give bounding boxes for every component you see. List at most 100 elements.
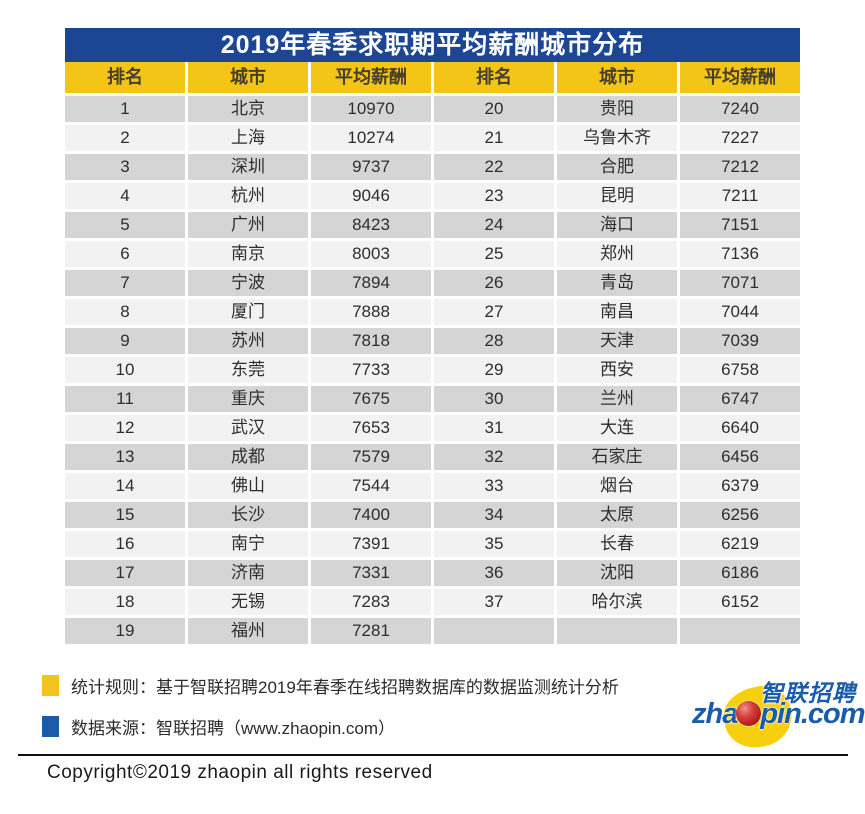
yellow-square-icon bbox=[42, 675, 59, 696]
salary-cell: 6186 bbox=[680, 560, 800, 586]
salary-cell: 7675 bbox=[311, 386, 431, 412]
note-data-source: 数据来源：智联招聘（www.zhaopin.com） bbox=[42, 714, 395, 739]
salary-cell: 10274 bbox=[311, 125, 431, 151]
rank-cell: 7 bbox=[65, 270, 185, 296]
table-body: 1 北京 10970 20 贵阳 7240 2 上海 10274 21 乌鲁木齐 7227 3 深圳 973… bbox=[65, 96, 800, 644]
rank-cell: 16 bbox=[65, 531, 185, 557]
city-cell: 烟台 bbox=[557, 473, 677, 499]
note-statistics-rule: 统计规则：基于智联招聘2019年春季在线招聘数据库的数据监测统计分析 bbox=[42, 673, 619, 698]
table-row: 9 苏州 7818 28 天津 7039 bbox=[65, 328, 800, 354]
salary-cell: 7579 bbox=[311, 444, 431, 470]
table-row: 14 佛山 7544 33 烟台 6379 bbox=[65, 473, 800, 499]
salary-cell: 7733 bbox=[311, 357, 431, 383]
rank-cell: 32 bbox=[434, 444, 554, 470]
table-row: 12 武汉 7653 31 大连 6640 bbox=[65, 415, 800, 441]
salary-cell: 6256 bbox=[680, 502, 800, 528]
city-cell: 深圳 bbox=[188, 154, 308, 180]
city-cell: 合肥 bbox=[557, 154, 677, 180]
city-cell: 济南 bbox=[188, 560, 308, 586]
city-cell: 厦门 bbox=[188, 299, 308, 325]
salary-cell: 7039 bbox=[680, 328, 800, 354]
red-ball-icon bbox=[736, 701, 762, 726]
rank-cell: 29 bbox=[434, 357, 554, 383]
rank-cell: 19 bbox=[65, 618, 185, 644]
rank-cell: 9 bbox=[65, 328, 185, 354]
city-cell: 长春 bbox=[557, 531, 677, 557]
rank-cell: 27 bbox=[434, 299, 554, 325]
city-cell: 青岛 bbox=[557, 270, 677, 296]
rank-cell: 36 bbox=[434, 560, 554, 586]
city-cell: 石家庄 bbox=[557, 444, 677, 470]
table-row: 5 广州 8423 24 海口 7151 bbox=[65, 212, 800, 238]
city-cell: 西安 bbox=[557, 357, 677, 383]
salary-cell: 7281 bbox=[311, 618, 431, 644]
city-cell: 乌鲁木齐 bbox=[557, 125, 677, 151]
table-row: 10 东莞 7733 29 西安 6758 bbox=[65, 357, 800, 383]
salary-cell: 7044 bbox=[680, 299, 800, 325]
rank-cell: 28 bbox=[434, 328, 554, 354]
city-cell: 无锡 bbox=[188, 589, 308, 615]
rank-cell: 15 bbox=[65, 502, 185, 528]
rank-cell: 17 bbox=[65, 560, 185, 586]
salary-cell: 7888 bbox=[311, 299, 431, 325]
city-cell: 南昌 bbox=[557, 299, 677, 325]
city-cell: 海口 bbox=[557, 212, 677, 238]
salary-cell: 6152 bbox=[680, 589, 800, 615]
salary-cell: 7818 bbox=[311, 328, 431, 354]
rank-cell: 35 bbox=[434, 531, 554, 557]
rank-cell: 1 bbox=[65, 96, 185, 122]
table-title: 2019年春季求职期平均薪酬城市分布 bbox=[65, 28, 800, 62]
salary-cell: 7071 bbox=[680, 270, 800, 296]
table-row: 3 深圳 9737 22 合肥 7212 bbox=[65, 154, 800, 180]
salary-cell: 8003 bbox=[311, 241, 431, 267]
city-cell: 北京 bbox=[188, 96, 308, 122]
column-header: 排名 bbox=[434, 62, 554, 93]
rank-cell: 12 bbox=[65, 415, 185, 441]
rank-cell: 5 bbox=[65, 212, 185, 238]
logo-url-suffix: pin.com bbox=[760, 698, 865, 730]
salary-cell: 6456 bbox=[680, 444, 800, 470]
table-row: 17 济南 7331 36 沈阳 6186 bbox=[65, 560, 800, 586]
salary-cell: 7212 bbox=[680, 154, 800, 180]
rank-cell: 21 bbox=[434, 125, 554, 151]
city-cell: 南京 bbox=[188, 241, 308, 267]
city-cell: 太原 bbox=[557, 502, 677, 528]
table-row: 8 厦门 7888 27 南昌 7044 bbox=[65, 299, 800, 325]
table-row: 4 杭州 9046 23 昆明 7211 bbox=[65, 183, 800, 209]
salary-cell: 8423 bbox=[311, 212, 431, 238]
rank-cell: 20 bbox=[434, 96, 554, 122]
rank-cell: 14 bbox=[65, 473, 185, 499]
note-text: 统计规则：基于智联招聘2019年春季在线招聘数据库的数据监测统计分析 bbox=[71, 678, 619, 697]
table-row: 13 成都 7579 32 石家庄 6456 bbox=[65, 444, 800, 470]
city-cell: 宁波 bbox=[188, 270, 308, 296]
table-row: 1 北京 10970 20 贵阳 7240 bbox=[65, 96, 800, 122]
table-row: 15 长沙 7400 34 太原 6256 bbox=[65, 502, 800, 528]
logo-chinese-text: 智联招聘 bbox=[760, 680, 856, 706]
city-cell: 天津 bbox=[557, 328, 677, 354]
salary-cell: 7331 bbox=[311, 560, 431, 586]
city-cell: 哈尔滨 bbox=[557, 589, 677, 615]
rank-cell: 2 bbox=[65, 125, 185, 151]
city-cell: 兰州 bbox=[557, 386, 677, 412]
salary-cell: 6219 bbox=[680, 531, 800, 557]
rank-cell bbox=[434, 618, 554, 644]
rank-cell: 10 bbox=[65, 357, 185, 383]
rank-cell: 33 bbox=[434, 473, 554, 499]
zhaopin-logo: 智联招聘 zha pin.com bbox=[690, 660, 865, 756]
city-cell: 杭州 bbox=[188, 183, 308, 209]
table-row: 11 重庆 7675 30 兰州 6747 bbox=[65, 386, 800, 412]
column-header: 平均薪酬 bbox=[680, 62, 800, 93]
city-cell: 沈阳 bbox=[557, 560, 677, 586]
salary-cell: 10970 bbox=[311, 96, 431, 122]
rank-cell: 4 bbox=[65, 183, 185, 209]
salary-cell: 6640 bbox=[680, 415, 800, 441]
column-header: 城市 bbox=[188, 62, 308, 93]
city-cell: 昆明 bbox=[557, 183, 677, 209]
salary-cell: 7211 bbox=[680, 183, 800, 209]
table-row: 2 上海 10274 21 乌鲁木齐 7227 bbox=[65, 125, 800, 151]
salary-cell: 6758 bbox=[680, 357, 800, 383]
rank-cell: 11 bbox=[65, 386, 185, 412]
salary-cell: 7240 bbox=[680, 96, 800, 122]
rank-cell: 23 bbox=[434, 183, 554, 209]
city-cell bbox=[557, 618, 677, 644]
